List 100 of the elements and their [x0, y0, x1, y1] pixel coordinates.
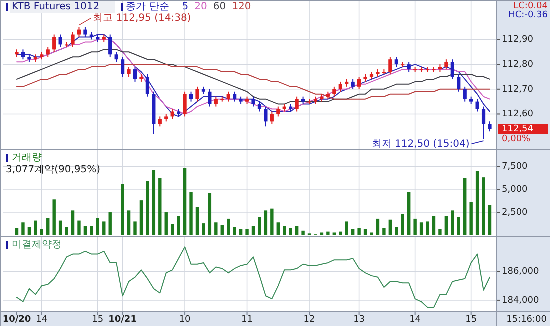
bar: [246, 229, 249, 236]
x-tick-label: 11: [242, 314, 254, 325]
x-tick-label: 15: [92, 314, 104, 325]
candlestick: [146, 74, 150, 98]
bar: [270, 208, 274, 236]
candlestick: [295, 96, 299, 112]
candlestick: [183, 91, 187, 118]
bar: [414, 218, 417, 236]
bar: [52, 200, 56, 236]
bar: [190, 192, 193, 236]
candlestick: [270, 111, 274, 125]
bar: [470, 202, 473, 236]
y-tick-label: 186,000: [502, 267, 540, 278]
bar: [276, 222, 280, 236]
y-tick-label: 112,60: [502, 110, 534, 120]
bar: [196, 207, 200, 236]
text: 120: [232, 2, 252, 13]
bar: [152, 170, 156, 236]
bar: [28, 227, 32, 236]
candlestick: [58, 34, 62, 48]
bar: [358, 228, 361, 236]
bar: [164, 212, 168, 236]
bar: [233, 227, 236, 236]
bar: [407, 192, 411, 236]
candlestick: [158, 116, 162, 128]
bar: [426, 222, 430, 236]
bar: [488, 205, 492, 236]
x-tick-label: 10: [179, 314, 192, 325]
bar: [65, 227, 68, 236]
bar: [476, 171, 480, 236]
bar: [127, 210, 131, 236]
y-tick-label: 112,90: [502, 35, 534, 46]
candlestick: [388, 56, 392, 75]
bar: [464, 178, 467, 236]
candlestick: [258, 101, 262, 112]
bar: [170, 224, 174, 236]
bar: [158, 178, 162, 236]
x-tick-label: 14: [410, 314, 422, 325]
bar: [302, 230, 305, 236]
candlestick: [46, 46, 50, 58]
bar: [295, 226, 299, 236]
bar: [40, 229, 44, 236]
bar: [332, 232, 336, 236]
bar: [96, 218, 100, 236]
y-tick-label: 7,500: [502, 162, 528, 172]
bar: [46, 218, 50, 236]
candlestick: [208, 88, 212, 108]
y-tick-label: 184,000: [502, 296, 540, 306]
bar: [15, 228, 19, 236]
annotation: 최저 112,50 (15:04): [372, 138, 470, 150]
bar: [420, 222, 424, 236]
text: 3,077계약(90,95%): [6, 164, 101, 176]
bar: [227, 218, 230, 236]
chart-title: 거래량: [12, 152, 42, 164]
text: 60: [213, 2, 226, 13]
bar: [395, 227, 398, 236]
bar: [482, 178, 486, 236]
bar: [457, 217, 460, 236]
y-tick-label: 2,500: [502, 208, 528, 218]
bar: [289, 228, 292, 236]
candlestick: [358, 76, 362, 90]
bar: [320, 232, 324, 236]
candlestick: [476, 98, 480, 112]
bar: [102, 222, 106, 236]
bar: [71, 210, 75, 236]
bar: [326, 232, 330, 236]
bar: [258, 217, 262, 236]
bar: [146, 181, 150, 236]
bar: [177, 216, 180, 236]
bar: [134, 222, 137, 236]
chart-title: KTB Futures 1012: [12, 2, 100, 13]
candlestick: [233, 91, 237, 102]
bar: [140, 200, 144, 236]
candlestick: [77, 26, 82, 38]
bar: [58, 220, 62, 236]
chart-title: 미결제약정: [12, 240, 62, 251]
y-tick-label: 112,80: [502, 60, 534, 70]
bar: [90, 226, 94, 236]
bar: [432, 216, 436, 236]
candlestick: [444, 59, 448, 70]
candlestick: [407, 62, 411, 73]
bar: [220, 225, 224, 236]
bar: [364, 229, 368, 236]
text: 0,00%: [502, 134, 532, 145]
x-tick-label: 12: [304, 314, 316, 325]
bar: [22, 222, 25, 236]
text: LC:0.04: [514, 1, 548, 12]
candlestick: [488, 121, 492, 132]
bar: [376, 218, 380, 236]
bar: [208, 193, 212, 236]
candlestick: [121, 56, 125, 78]
bar: [183, 168, 187, 236]
candlestick: [252, 96, 256, 108]
bar: [401, 214, 404, 236]
candlestick: [214, 96, 218, 108]
y-tick-label: 112,70: [502, 84, 534, 95]
candlestick: [189, 91, 194, 102]
candlestick: [332, 86, 336, 98]
candlestick: [394, 56, 398, 68]
candlestick: [196, 86, 200, 102]
